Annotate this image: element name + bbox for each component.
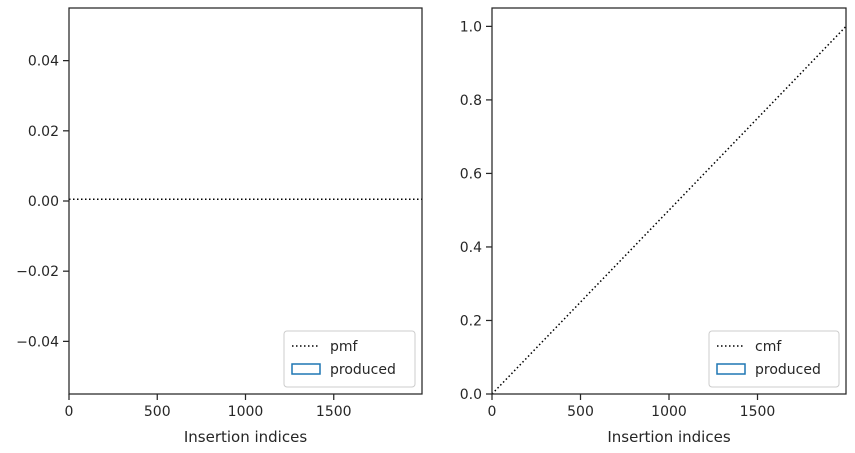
y-tick-label: −0.04: [16, 334, 59, 350]
y-tick-label: 0.0: [460, 387, 482, 403]
legend-box: [708, 330, 840, 388]
legend-produced-label: produced: [330, 362, 396, 378]
legend-produced-label: produced: [755, 362, 821, 378]
y-tick-label: 0.04: [28, 54, 59, 70]
x-axis-label: Insertion indices: [607, 428, 730, 446]
y-tick-label: 0.02: [28, 124, 59, 140]
y-tick-label: 1.0: [460, 19, 482, 35]
legend-produced-handle: [291, 363, 321, 375]
y-tick-label: 0.4: [460, 240, 482, 256]
cmf-line: [492, 25, 846, 394]
x-tick-label: 500: [144, 404, 171, 420]
cmf-panel: 0 500 1000 1500 0.0 0.2 0.4 0.6 0.8 1.0 Insertion …: [460, 7, 847, 446]
y-tick-label: 0.00: [28, 194, 59, 210]
y-tick-label: 0.2: [460, 313, 482, 329]
x-tick-label: 1500: [316, 404, 352, 420]
x-tick-label: 500: [567, 404, 594, 420]
x-tick-label: 1500: [740, 404, 776, 420]
pmf-panel: 0 500 1000 1500 −0.04 −0.02 0.00 0.02 0.04 Insert…: [16, 7, 423, 446]
x-tick-label: 0: [488, 404, 497, 420]
x-tick-label: 1000: [228, 404, 264, 420]
y-tick-label: 0.6: [460, 166, 482, 182]
y-tick-label: −0.02: [16, 264, 59, 280]
y-tick-label: 0.8: [460, 93, 482, 109]
x-axis-label: Insertion indices: [184, 428, 307, 446]
legend-produced-handle: [716, 363, 746, 375]
x-tick-label: 0: [65, 404, 74, 420]
legend-box: [283, 330, 416, 388]
legend-cmf-label: cmf: [755, 339, 782, 355]
legend-pmf-label: pmf: [330, 339, 359, 355]
x-tick-label: 1000: [651, 404, 687, 420]
